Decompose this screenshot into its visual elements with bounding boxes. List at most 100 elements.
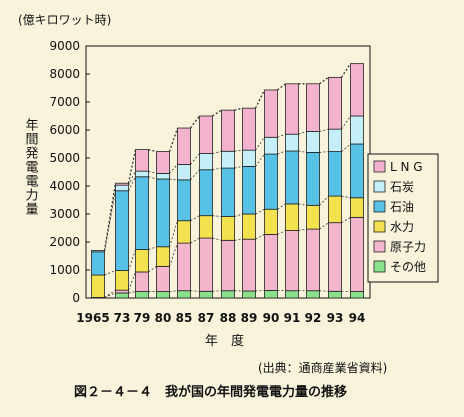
connector-line — [319, 128, 329, 132]
bar-segment — [242, 149, 256, 167]
connector-line — [148, 266, 157, 273]
x-tick-label: 85 — [176, 311, 193, 325]
connector-line — [148, 148, 157, 153]
connector-line — [298, 131, 307, 135]
bar-segment — [350, 115, 364, 145]
bars — [91, 63, 364, 299]
connector-line — [169, 290, 178, 292]
connector-line — [128, 271, 136, 291]
bar-segment — [177, 290, 191, 299]
bar-segment — [285, 150, 299, 205]
bar-segment — [156, 246, 170, 267]
y-tick-label: 6000 — [49, 123, 80, 137]
bar-segment — [221, 216, 235, 241]
connector-line — [169, 220, 178, 247]
legend-label: その他 — [390, 260, 426, 274]
legend-swatch — [373, 160, 386, 173]
connector-line — [169, 164, 178, 174]
y-tick-label: 0 — [72, 291, 80, 305]
legend-swatch — [373, 220, 386, 233]
bar-segment — [135, 176, 149, 250]
bar-segment — [350, 197, 364, 218]
bar-segment — [115, 270, 129, 291]
connector-line — [277, 83, 286, 91]
connector-line — [104, 289, 116, 298]
bar-segment — [156, 172, 170, 180]
x-tick-label: 79 — [134, 311, 151, 325]
connector-line — [212, 237, 222, 241]
y-axis-label: 年間発電電力量 — [23, 118, 39, 216]
bar-segment — [221, 150, 235, 169]
connector-line — [255, 290, 265, 292]
connector-line — [319, 76, 329, 85]
connector-line — [234, 107, 243, 111]
y-tick-label: 1000 — [49, 263, 80, 277]
bar-segment — [91, 249, 105, 253]
bar-segment — [264, 136, 278, 155]
connector-line — [277, 230, 286, 235]
bar-segment — [221, 290, 235, 299]
bar-segment — [221, 109, 235, 152]
bar-segment — [115, 182, 129, 186]
bar-segment — [306, 290, 320, 299]
y-tick-label: 3000 — [49, 207, 80, 221]
x-axis-ticks: 1965 73 79 80 85 87 88 89 90 91 92 93 94 — [76, 311, 365, 325]
bar-segment — [350, 63, 364, 117]
bar-segment — [135, 170, 149, 178]
connector-line — [148, 176, 157, 180]
legend-label: L N G — [390, 160, 423, 174]
connector-line — [234, 213, 243, 217]
y-tick-label: 2000 — [49, 235, 80, 249]
connector-lines — [103, 63, 352, 298]
bar-segment — [156, 178, 170, 248]
bar-segment — [115, 190, 129, 271]
bar-segment — [135, 149, 149, 172]
connector-line — [298, 203, 307, 206]
x-tick-label: 89 — [241, 311, 258, 325]
connector-line — [277, 203, 286, 210]
bar-segment — [350, 143, 364, 199]
x-tick-label: 93 — [327, 311, 344, 325]
y-tick-label: 5000 — [49, 151, 80, 165]
bar-segment — [156, 265, 170, 292]
bar-segment — [306, 228, 320, 292]
connector-line — [212, 290, 222, 292]
bar-segment — [242, 107, 256, 151]
bar-segment — [177, 127, 191, 165]
bar-segment — [242, 290, 256, 299]
connector-line — [190, 169, 200, 181]
x-tick-label: 91 — [284, 311, 301, 325]
connector-line — [148, 246, 157, 250]
x-tick-label: 88 — [220, 311, 237, 325]
bar-segment — [285, 83, 299, 135]
legend-label: 水力 — [390, 220, 414, 234]
legend-label: 石油 — [390, 200, 414, 214]
connector-line — [277, 133, 286, 138]
connector-line — [254, 89, 266, 109]
x-tick-label: 80 — [155, 311, 172, 325]
x-tick-label: 94 — [349, 311, 366, 325]
bar-segment — [328, 222, 342, 292]
bar-segment — [285, 290, 299, 299]
bar-segment — [156, 291, 170, 299]
x-tick-label: 87 — [198, 311, 215, 325]
bar-segment — [199, 290, 213, 299]
bar-segment — [264, 290, 278, 299]
connector-line — [169, 178, 178, 181]
connector-line — [168, 127, 179, 152]
connector-line — [277, 150, 286, 155]
bar-segment — [328, 128, 342, 152]
connector-line — [340, 63, 352, 78]
connector-line — [234, 149, 243, 152]
bar-segment — [264, 234, 278, 291]
bar-segment — [199, 169, 213, 217]
bar-segment — [328, 290, 342, 299]
y-tick-label: 7000 — [49, 95, 80, 109]
bar-segment — [199, 115, 213, 154]
bar-segment — [199, 215, 213, 239]
bar-segment — [328, 195, 342, 224]
bar-segment — [306, 151, 320, 206]
x-tick-label: 90 — [263, 311, 280, 325]
bar-segment — [285, 230, 299, 292]
